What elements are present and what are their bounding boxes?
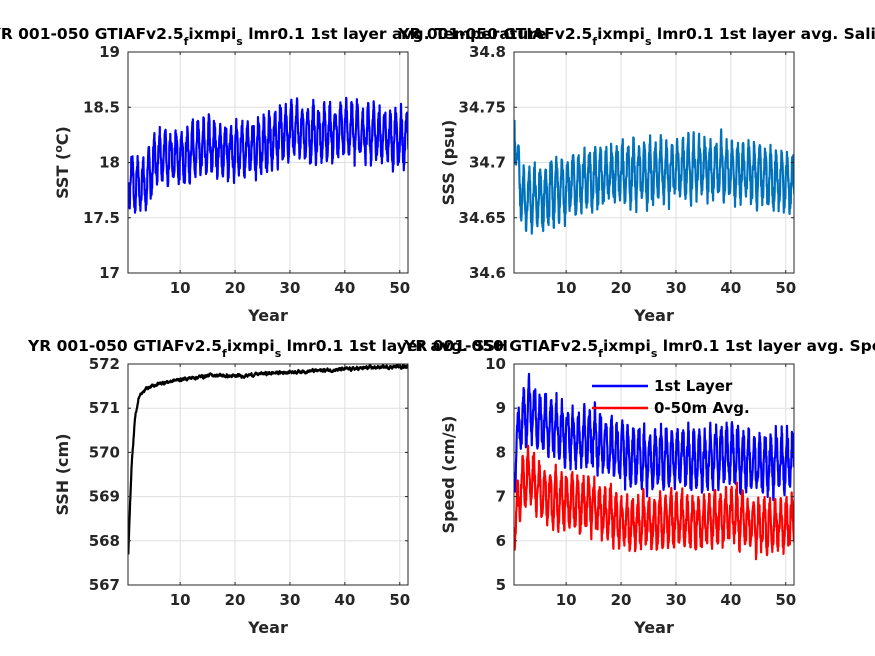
- x-tick-label: 30: [666, 279, 687, 297]
- x-tick-label: 30: [280, 591, 301, 609]
- series-line-1: [128, 96, 408, 214]
- y-tick-label: 5: [496, 576, 506, 594]
- chart-panel-1: 10 20 30 40 50 17 17.5 18 18.5 19 Year SST (oC) YR 0…: [0, 25, 546, 325]
- x-axis-label: Year: [633, 306, 674, 325]
- x-tick-label: 50: [775, 279, 796, 297]
- y-axis-label: SSS (psu): [439, 120, 458, 206]
- y-tick-label: 19: [99, 43, 120, 61]
- chart-panel-2: 10 20 30 40 50 34.6 34.65 34.7 34.75 34.8 Year SSS …: [397, 25, 875, 325]
- x-tick-label: 10: [170, 279, 191, 297]
- x-tick-label: 10: [556, 279, 577, 297]
- x-tick-label: 10: [170, 591, 191, 609]
- y-tick-label: 34.6: [469, 264, 506, 282]
- y-tick-label: 34.7: [469, 154, 506, 172]
- x-tick-label: 50: [389, 279, 410, 297]
- y-axis-label: Speed (cm/s): [439, 416, 458, 534]
- y-tick-label: 34.65: [459, 209, 506, 227]
- chart-title: YR 001-050 GTIAFv2.5fixmpis lmr0.1 1st l…: [0, 25, 546, 48]
- x-tick-label: 30: [666, 591, 687, 609]
- legend-entry: 1st Layer: [654, 377, 733, 395]
- y-tick-label: 17: [99, 264, 120, 282]
- chart-panel-4: 10 20 30 40 50 5 6 7 8 9 10 Year Speed (cm/s) YR 001-…: [403, 337, 875, 637]
- y-tick-label: 18.5: [83, 98, 120, 116]
- y-tick-label: 8: [496, 443, 506, 461]
- legend-entry: 0-50m Avg.: [654, 399, 750, 417]
- x-tick-label: 40: [334, 279, 355, 297]
- x-tick-label: 40: [334, 591, 355, 609]
- y-tick-label: 18: [99, 154, 120, 172]
- x-tick-label: 30: [280, 279, 301, 297]
- y-tick-label: 568: [89, 532, 120, 550]
- y-tick-label: 569: [89, 488, 120, 506]
- x-tick-label: 20: [611, 279, 632, 297]
- y-tick-label: 10: [485, 355, 506, 373]
- legend: 1st Layer 0-50m Avg.: [592, 377, 750, 417]
- y-tick-label: 572: [89, 355, 120, 373]
- x-tick-label: 10: [556, 591, 577, 609]
- x-axis-label: Year: [633, 618, 674, 637]
- y-tick-label: 6: [496, 532, 506, 550]
- x-tick-label: 50: [775, 591, 796, 609]
- y-tick-label: 571: [89, 399, 120, 417]
- series-line-1: [128, 364, 408, 555]
- axes-box: [127, 363, 409, 586]
- x-tick-label: 20: [225, 279, 246, 297]
- series-line-1: [514, 119, 794, 235]
- y-tick-label: 567: [89, 576, 120, 594]
- series-line-2: [514, 444, 794, 561]
- y-tick-label: 34.8: [469, 43, 506, 61]
- chart-title: YR 001-050 GTIAFv2.5fixmpis lmr0.1 1st l…: [397, 25, 875, 48]
- y-tick-label: 17.5: [83, 209, 120, 227]
- x-axis-label: Year: [247, 306, 288, 325]
- y-tick-label: 9: [496, 399, 506, 417]
- y-tick-label: 7: [496, 488, 506, 506]
- x-tick-label: 40: [720, 279, 741, 297]
- chart-title: YR 001-050 GTIAFv2.5fixmpis lmr0.1 1st l…: [27, 337, 508, 360]
- series-line-1: [514, 372, 794, 502]
- x-tick-label: 50: [389, 591, 410, 609]
- axes-box: [513, 363, 795, 586]
- y-axis-label: SSH (cm): [53, 433, 72, 515]
- x-axis-label: Year: [247, 618, 288, 637]
- chart-title: YR 001-050 GTIAFv2.5fixmpis lmr0.1 1st l…: [403, 337, 875, 360]
- y-tick-label: 34.75: [459, 98, 506, 116]
- x-tick-label: 20: [611, 591, 632, 609]
- x-tick-label: 20: [225, 591, 246, 609]
- y-axis-label: SST (oC): [52, 126, 72, 199]
- y-tick-label: 570: [89, 443, 120, 461]
- x-tick-label: 40: [720, 591, 741, 609]
